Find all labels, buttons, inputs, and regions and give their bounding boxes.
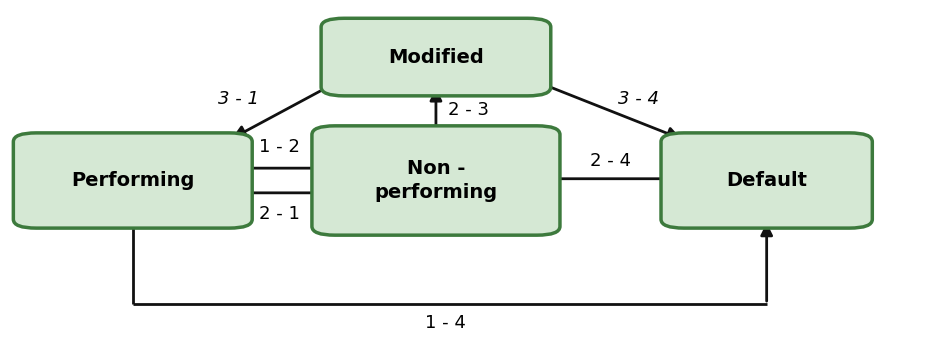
Text: Default: Default bbox=[726, 171, 807, 190]
FancyBboxPatch shape bbox=[311, 126, 560, 235]
FancyBboxPatch shape bbox=[661, 133, 872, 228]
Text: 2 - 3: 2 - 3 bbox=[448, 101, 489, 119]
Text: 3 - 1: 3 - 1 bbox=[218, 90, 259, 108]
Text: 3 - 4: 3 - 4 bbox=[617, 90, 658, 108]
Text: 2 - 4: 2 - 4 bbox=[590, 152, 631, 170]
Text: 2 - 1: 2 - 1 bbox=[260, 205, 300, 223]
FancyBboxPatch shape bbox=[321, 18, 551, 96]
Text: 1 - 2: 1 - 2 bbox=[260, 138, 300, 156]
Text: Performing: Performing bbox=[71, 171, 195, 190]
Text: 1 - 4: 1 - 4 bbox=[425, 314, 465, 332]
Text: Non -
performing: Non - performing bbox=[375, 159, 498, 202]
FancyBboxPatch shape bbox=[13, 133, 252, 228]
Text: Modified: Modified bbox=[388, 48, 484, 66]
